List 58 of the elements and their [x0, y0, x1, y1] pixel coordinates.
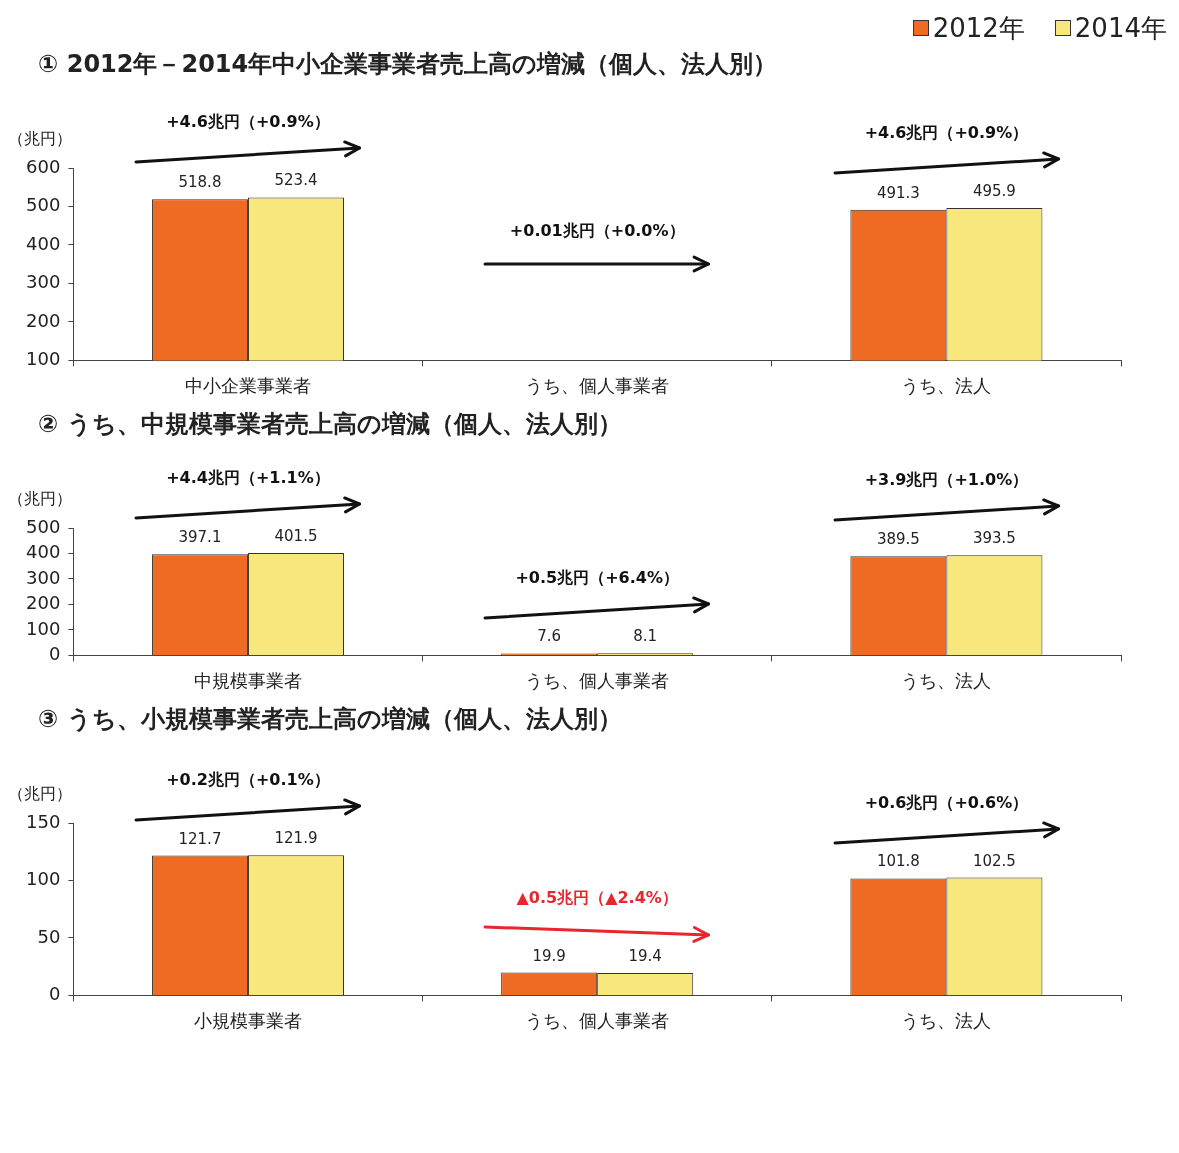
y-axis-title: （兆円）: [8, 784, 72, 803]
data-label: 523.4: [274, 171, 318, 190]
x-tick-label: うち、法人: [901, 374, 992, 396]
data-label: 8.1: [633, 627, 658, 646]
text: +4.6兆円（+0.9%）: [166, 112, 330, 132]
y-tick-label: 200: [26, 592, 61, 614]
data-label: 389.5: [876, 530, 920, 549]
y-axis-title: （兆円）: [8, 489, 72, 508]
y-tick-label: 400: [26, 541, 61, 563]
text: +4.4兆円（+1.1%）: [166, 468, 330, 488]
data-label: 495.9: [972, 182, 1016, 201]
y-tick-label: 0: [48, 643, 61, 665]
text: +3.9兆円（+1.0%）: [864, 470, 1029, 490]
data-label: 491.3: [876, 183, 920, 202]
data-label: 102.5: [972, 851, 1016, 870]
data-label: 393.5: [972, 529, 1016, 548]
y-tick-label: 50: [37, 925, 61, 947]
chart-title: ③ うち、小規模事業者売上高の増減（個人、法人別）: [37, 704, 623, 735]
y-tick-label: 500: [26, 194, 61, 216]
data-label: 518.8: [178, 173, 222, 192]
x-tick-label: 中規模事業者: [193, 669, 302, 691]
text: +0.2兆円（+0.1%）: [166, 770, 330, 790]
y-tick-label: 300: [26, 566, 61, 588]
annotation: ▲0.5兆円（▲2.4%）: [516, 887, 678, 907]
chart-title: ② うち、中規模事業者売上高の増減（個人、法人別）: [37, 409, 623, 440]
data-label: 121.9: [274, 829, 318, 848]
x-tick-label: うち、法人: [901, 1009, 992, 1031]
data-label: 121.7: [178, 829, 222, 848]
legend-label: 2012年: [932, 11, 1025, 45]
x-tick-label: うち、法人: [901, 669, 992, 691]
y-tick-label: 600: [26, 155, 61, 177]
x-tick-label: 小規模事業者: [193, 1009, 302, 1031]
data-label: 401.5: [274, 527, 318, 546]
data-label: 101.8: [876, 852, 920, 871]
y-tick-label: 300: [26, 271, 61, 293]
x-tick-label: 中小企業事業者: [184, 374, 311, 396]
text: +0.6兆円（+0.6%）: [864, 792, 1029, 812]
chart-title: ① 2012年－2014年中小企業事業者売上高の増減（個人、法人別）: [37, 49, 779, 80]
x-tick-label: うち、個人事業者: [525, 374, 670, 396]
y-axis-title: （兆円）: [8, 129, 72, 148]
y-tick-label: 500: [26, 515, 61, 537]
legend-label: 2014年: [1074, 11, 1167, 45]
y-tick-label: 150: [26, 810, 61, 832]
y-tick-label: 200: [26, 309, 61, 331]
data-label: 397.1: [178, 528, 222, 547]
data-label: 19.4: [628, 947, 662, 966]
y-tick-label: 100: [26, 617, 61, 639]
x-tick-label: うち、個人事業者: [525, 1009, 670, 1031]
y-tick-label: 100: [26, 348, 61, 370]
y-tick-label: 0: [48, 983, 61, 1005]
x-tick-label: うち、個人事業者: [525, 669, 670, 691]
text: +4.6兆円（+0.9%）: [864, 123, 1029, 143]
annotation: +0.5兆円（+6.4%）: [515, 568, 679, 588]
y-tick-label: 400: [26, 232, 61, 254]
y-tick-label: 100: [26, 868, 61, 890]
annotation: +0.01兆円（+0.0%）: [509, 221, 685, 241]
data-label: 19.9: [532, 946, 566, 965]
data-label: 7.6: [537, 627, 562, 646]
